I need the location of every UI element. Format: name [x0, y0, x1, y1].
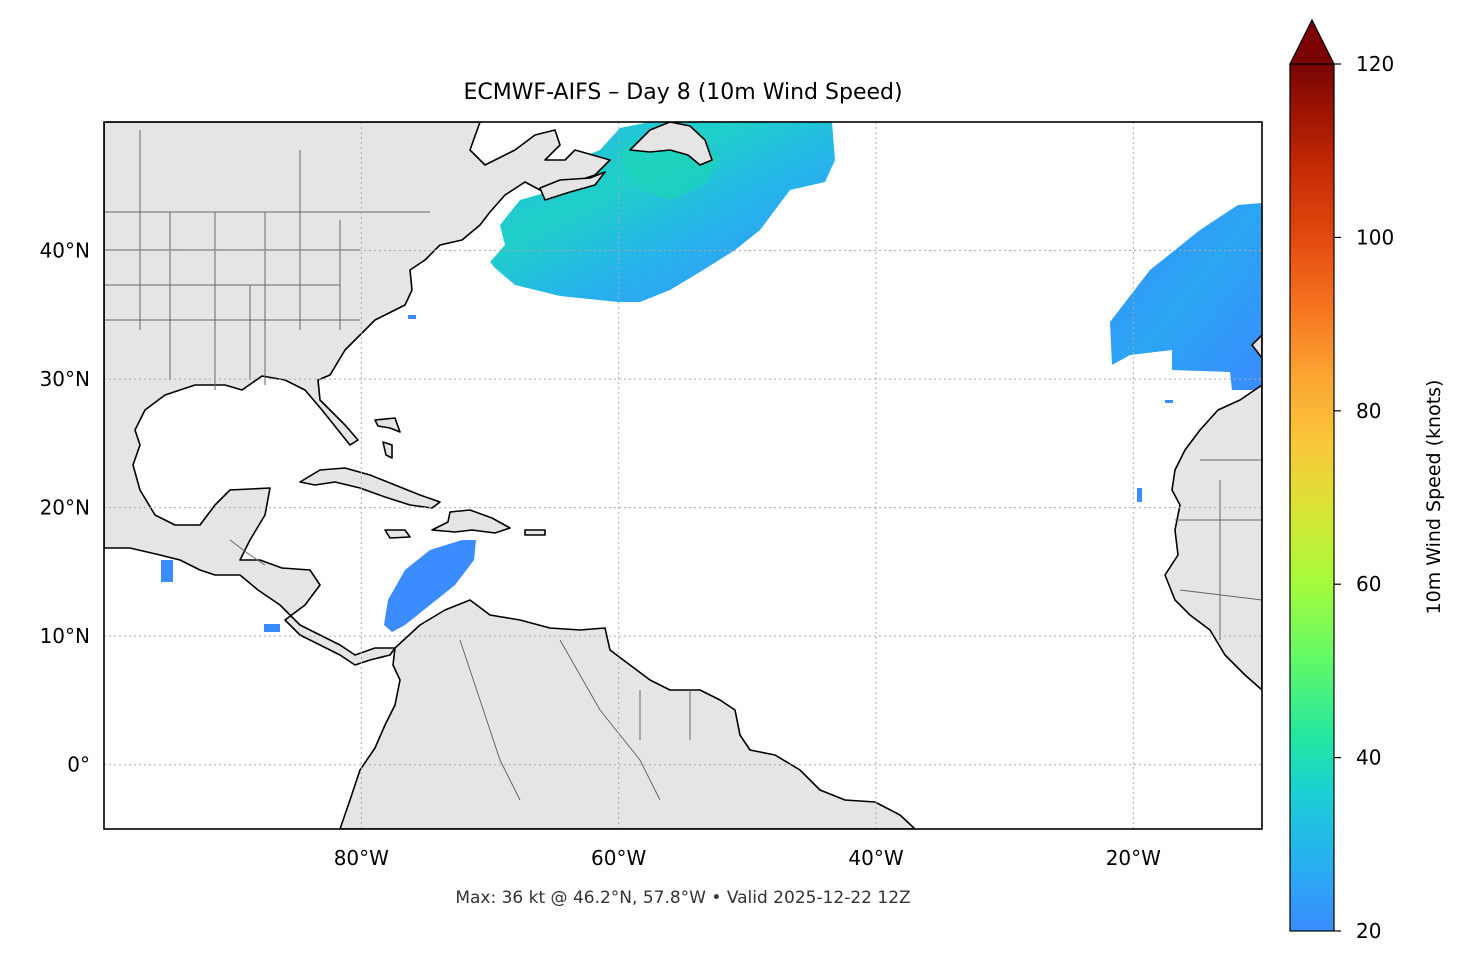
lat-tick-label: 0° — [67, 753, 90, 777]
land — [104, 122, 1262, 829]
longitude-tick-labels: 80°W 60°W 40°W 20°W — [334, 846, 1161, 870]
colorbar-extend-arrow — [1289, 18, 1335, 65]
lat-tick-label: 30°N — [40, 367, 90, 391]
wind-region-caribbean — [384, 540, 476, 632]
bahamas-land — [374, 417, 401, 433]
puerto-rico-land — [524, 529, 546, 536]
lon-tick-label: 20°W — [1106, 846, 1161, 870]
colorbar-ticks: 20 40 60 80 100 120 — [1334, 52, 1394, 943]
wind-speck-canary — [1137, 488, 1142, 502]
wind-region-east-atlantic — [1110, 203, 1262, 390]
lat-tick-label: 40°N — [40, 239, 90, 263]
max-wind-footer: Max: 36 kt @ 46.2°N, 57.8°W • Valid 2025… — [455, 888, 910, 908]
lat-tick-label: 10°N — [40, 624, 90, 648]
nova-scotia-land — [539, 171, 606, 201]
colorbar-tick-label: 120 — [1356, 52, 1394, 76]
lon-tick-label: 60°W — [591, 846, 646, 870]
jamaica-land — [384, 529, 411, 539]
lon-tick-label: 40°W — [848, 846, 903, 870]
hispaniola-land — [431, 509, 511, 534]
north-america-land — [104, 122, 611, 666]
map-frame — [103, 121, 1263, 830]
colorbar-tick-label: 60 — [1356, 572, 1381, 596]
colorbar: 20 40 60 80 100 120 10m Wind Speed (knots) — [1289, 18, 1445, 943]
lon-tick-label: 80°W — [334, 846, 389, 870]
wind-speck-pacific — [161, 560, 173, 582]
colorbar-tick-label: 100 — [1356, 225, 1394, 249]
gridlines — [104, 122, 1262, 829]
bahamas-land-2 — [382, 441, 393, 459]
iberia-land — [1251, 334, 1262, 359]
wind-speck-atlantic-coast — [408, 315, 416, 319]
lat-tick-label: 20°N — [40, 496, 90, 520]
colorbar-label: 10m Wind Speed (knots) — [1423, 380, 1445, 615]
colorbar-tick-label: 20 — [1356, 919, 1381, 943]
map-area — [104, 122, 1262, 829]
wind-speck-azores — [1165, 400, 1173, 403]
colorbar-tick-label: 80 — [1356, 399, 1381, 423]
map-title: ECMWF-AIFS – Day 8 (10m Wind Speed) — [463, 80, 902, 105]
latitude-tick-labels: 40°N 30°N 20°N 10°N 0° — [40, 239, 90, 777]
wind-speck-pacific-2 — [264, 624, 280, 632]
newfoundland-land — [629, 122, 713, 166]
south-america-land — [339, 599, 916, 829]
political-borders — [104, 130, 1262, 801]
colorbar-body — [1289, 63, 1335, 932]
cuba-land — [299, 467, 441, 509]
africa-land — [1164, 384, 1262, 691]
colorbar-tick-label: 40 — [1356, 746, 1381, 770]
